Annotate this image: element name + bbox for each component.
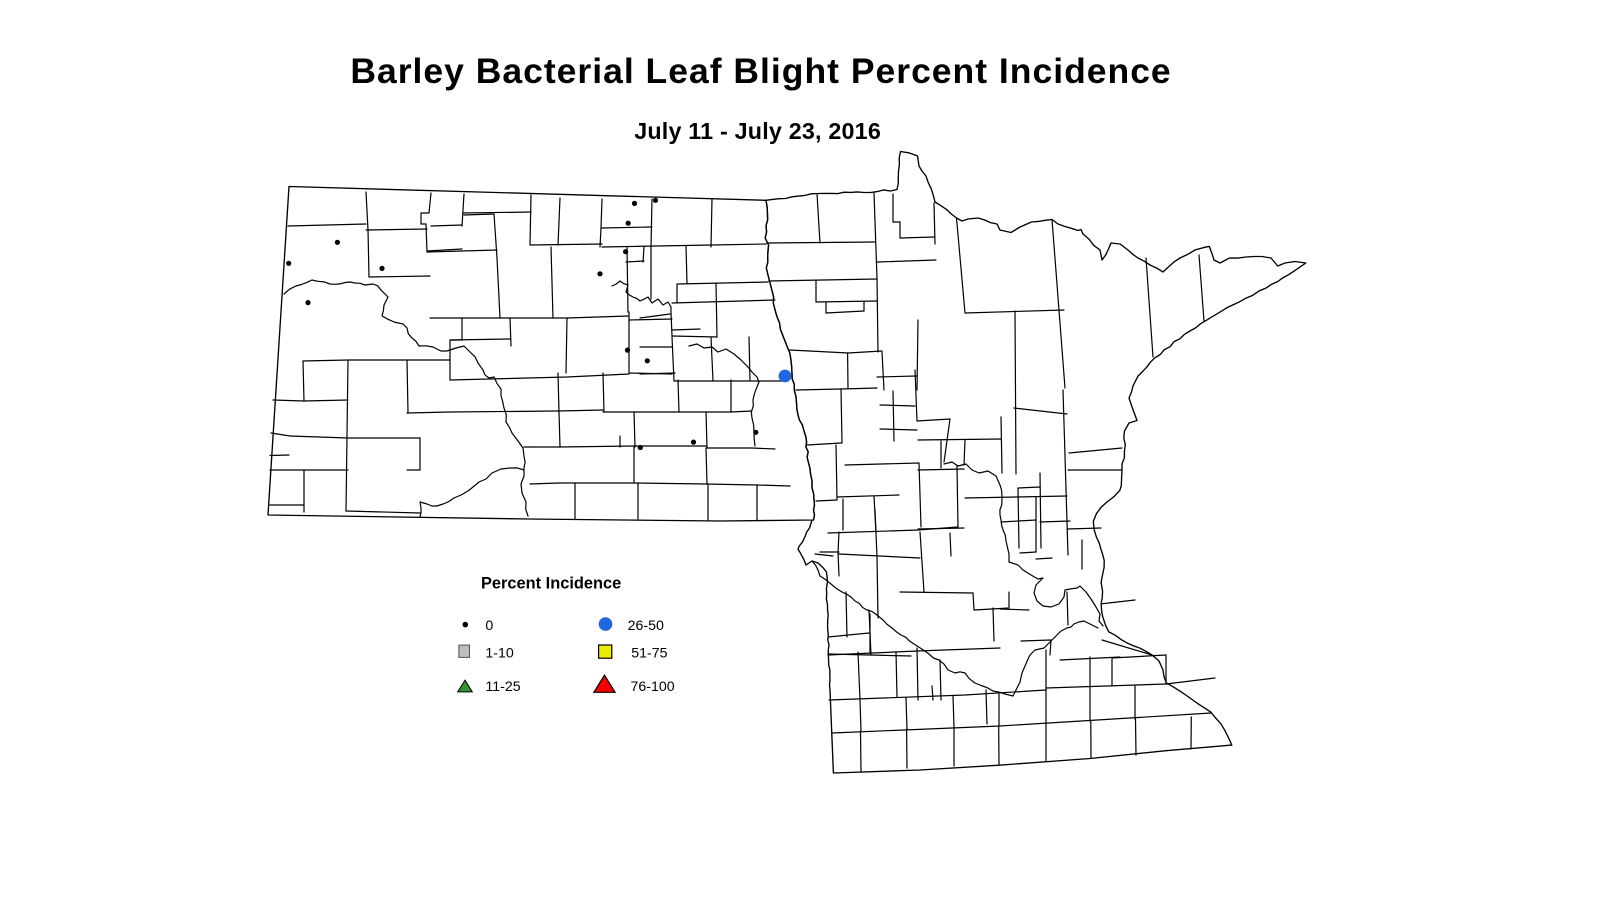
svg-text:1-10: 1-10 bbox=[485, 646, 514, 662]
svg-text:26-50: 26-50 bbox=[628, 618, 664, 634]
svg-text:July 11 - July 23, 2016: July 11 - July 23, 2016 bbox=[634, 118, 881, 144]
svg-text:76-100: 76-100 bbox=[631, 679, 675, 695]
svg-text:Barley Bacterial Leaf Blight P: Barley Bacterial Leaf Blight Percent Inc… bbox=[350, 51, 1171, 91]
svg-text:51-75: 51-75 bbox=[631, 646, 667, 662]
svg-text:11-25: 11-25 bbox=[485, 679, 520, 695]
svg-text:Percent Incidence: Percent Incidence bbox=[481, 574, 621, 592]
svg-text:0: 0 bbox=[485, 618, 493, 634]
